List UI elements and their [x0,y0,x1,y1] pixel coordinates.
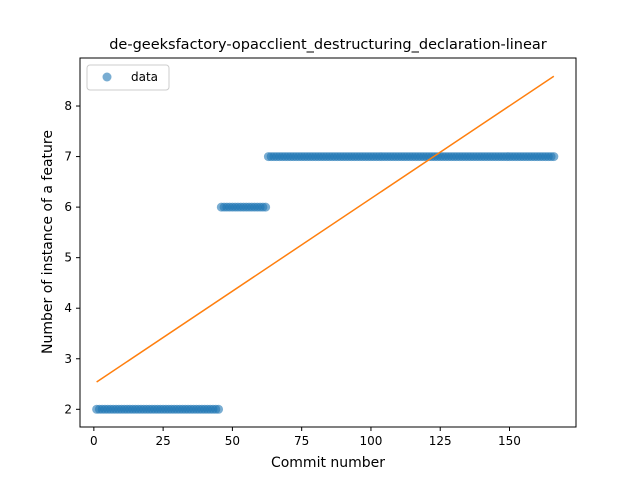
x-tick-label: 100 [359,434,382,448]
fit-line [96,75,555,383]
x-tick-label: 150 [498,434,521,448]
y-tick-label: 7 [64,150,72,164]
x-tick-label: 50 [225,434,240,448]
legend-label-data: data [131,70,158,84]
x-tick-label: 25 [155,434,170,448]
data-point [214,404,224,414]
y-tick-label: 2 [64,402,72,416]
x-axis: 0 25 50 75 100 125 150 [90,427,521,448]
y-tick-label: 8 [64,99,72,113]
data-point [261,202,271,212]
data-point [549,152,559,162]
x-tick-label: 75 [294,434,309,448]
y-tick-label: 5 [64,251,72,265]
chart-title: de-geeksfactory-opacclient_destructuring… [109,37,547,53]
plot-frame [79,57,577,428]
plot-area [92,75,559,414]
legend: data [86,64,170,91]
y-tick-label: 6 [64,200,72,214]
legend-marker-data [102,72,112,82]
y-tick-label: 4 [64,301,72,315]
y-axis-label: Number of instance of a feature [40,130,56,354]
x-axis-label: Commit number [271,455,385,471]
x-tick-label: 125 [429,434,452,448]
x-tick-label: 0 [90,434,98,448]
y-tick-label: 3 [64,352,72,366]
legend-box [86,64,170,91]
y-axis: 2 3 4 5 6 7 8 [64,99,80,416]
